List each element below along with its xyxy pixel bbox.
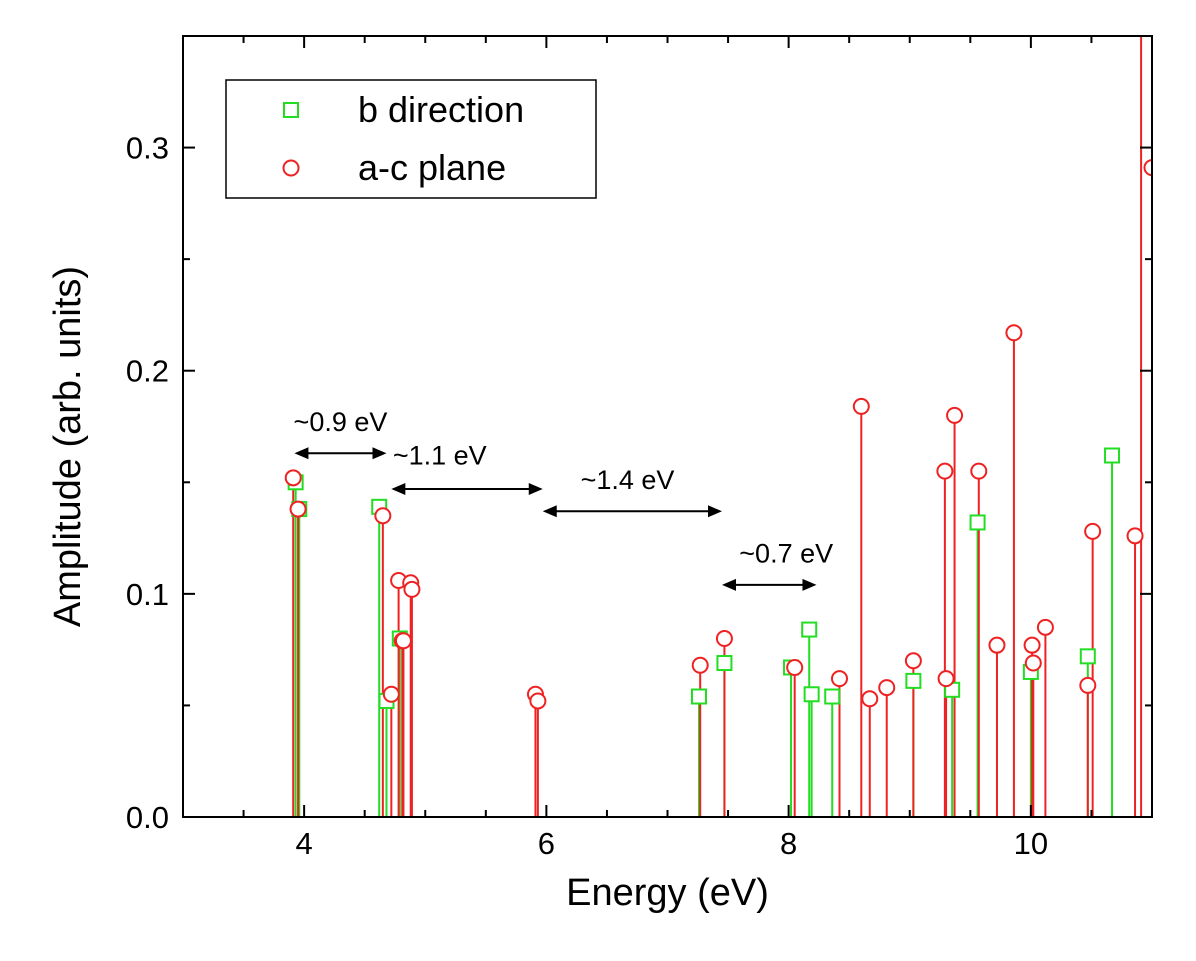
annotation-label: ~0.9 eV — [294, 407, 388, 437]
data-point-ac-plane — [1036, 618, 1054, 636]
data-point-ac-plane — [529, 692, 547, 710]
data-point-ac-plane — [284, 469, 302, 487]
data-point-ac-plane — [289, 500, 307, 518]
data-point-ac-plane — [878, 679, 896, 697]
arrow-head-right-icon — [528, 482, 543, 495]
annotation-label: ~1.1 eV — [393, 440, 487, 470]
x-tick-label: 6 — [538, 826, 555, 861]
legend-label-ac-plane: a-c plane — [358, 147, 506, 188]
axes: Energy (eV) Amplitude (arb. units) 4 6 8 10… — [47, 35, 1153, 914]
x-axis-label: Energy (eV) — [566, 872, 769, 914]
data-point-ac-plane — [1005, 324, 1023, 342]
annotations: ~0.9 eV~1.1 eV ~1.4 eV ~0.7 eV — [294, 407, 833, 591]
data-point-ac-plane — [946, 406, 964, 424]
data-point-ac-plane — [852, 397, 870, 415]
data-point-ac-plane — [1143, 159, 1152, 177]
data-point-ac-plane — [1126, 527, 1144, 545]
data-point-ac-plane — [403, 580, 421, 598]
x-tick-label: 4 — [296, 826, 313, 861]
data-point-ac-plane — [970, 462, 988, 480]
data-point-ac-plane — [382, 685, 400, 703]
data-point-b-direction — [690, 688, 707, 705]
arrow-head-right-icon — [802, 578, 817, 591]
arrow-head-right-icon — [372, 447, 387, 460]
arrow-head-left-icon — [542, 505, 557, 518]
data-point-ac-plane — [1024, 654, 1042, 672]
y-tick-label: 0.3 — [126, 131, 169, 166]
x-tick-label: 8 — [780, 826, 797, 861]
annotation-label: ~0.7 eV — [739, 539, 833, 569]
data-point-b-direction — [716, 655, 733, 672]
data-point-ac-plane — [1023, 636, 1041, 654]
data-point-b-direction — [803, 686, 820, 703]
arrow-head-right-icon — [708, 505, 723, 518]
data-point-b-direction — [1079, 648, 1096, 665]
data-point-ac-plane — [988, 636, 1006, 654]
legend-marker-square-icon — [283, 102, 299, 118]
y-tick-label: 0.2 — [126, 354, 169, 389]
data-point-b-direction — [969, 514, 986, 531]
arrow-head-left-icon — [722, 578, 737, 591]
data-point-ac-plane — [374, 507, 392, 525]
data-point-ac-plane — [937, 670, 955, 688]
y-tick-label: 0.1 — [126, 577, 169, 612]
data-point-ac-plane — [936, 462, 954, 480]
plot-area — [284, 36, 1152, 817]
data-point-b-direction — [801, 621, 818, 638]
data-point-ac-plane — [1084, 522, 1102, 540]
data-point-ac-plane — [786, 658, 804, 676]
legend-marker-circle-icon — [282, 159, 300, 177]
data-point-ac-plane — [830, 670, 848, 688]
data-point-ac-plane — [715, 629, 733, 647]
legend: b direction a-c plane — [225, 79, 597, 199]
arrow-head-left-icon — [391, 482, 406, 495]
legend-box — [225, 79, 597, 199]
y-axis-label: Amplitude (arb. units) — [47, 266, 89, 627]
annotation-label: ~1.4 eV — [581, 465, 675, 495]
data-point-ac-plane — [1079, 676, 1097, 694]
arrow-head-left-icon — [294, 447, 309, 460]
data-point-ac-plane — [691, 656, 709, 674]
y-tick-label: 0.0 — [126, 800, 169, 835]
x-tick-label: 10 — [1014, 826, 1048, 861]
data-point-ac-plane — [904, 652, 922, 670]
data-point-ac-plane — [394, 632, 412, 650]
data-point-b-direction — [1104, 447, 1121, 464]
data-point-ac-plane — [861, 690, 879, 708]
legend-label-b-direction: b direction — [358, 89, 524, 130]
data-point-b-direction — [905, 672, 922, 689]
data-point-b-direction — [824, 688, 841, 705]
